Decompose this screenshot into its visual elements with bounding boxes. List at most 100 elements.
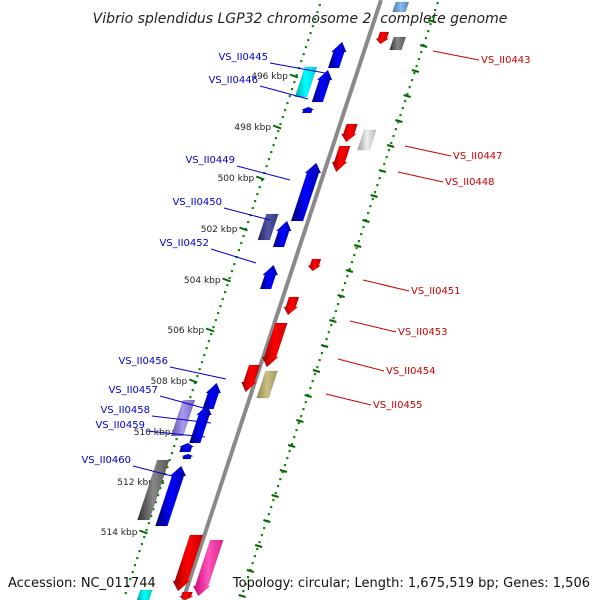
leader-line bbox=[397, 171, 444, 183]
gene-VS_II0445b[interactable] bbox=[294, 66, 318, 98]
gene-VS_II0456[interactable] bbox=[202, 382, 222, 410]
track-dot-outer bbox=[212, 326, 215, 329]
minor-tick bbox=[345, 269, 354, 273]
gene-VS_II0455[interactable] bbox=[256, 370, 278, 399]
track-dot-inner bbox=[244, 583, 247, 586]
track-dot-outer bbox=[170, 452, 174, 455]
gene-label-forward[interactable]: VS_II0446 bbox=[208, 75, 258, 86]
gene-cyan-bottom[interactable] bbox=[136, 589, 153, 600]
track-dot-outer bbox=[198, 368, 201, 371]
kbp-tick bbox=[139, 529, 148, 535]
track-dot-inner bbox=[394, 128, 397, 131]
gene-VS_II0447b[interactable] bbox=[340, 123, 358, 143]
track-dot-inner bbox=[288, 450, 291, 453]
track-dot-outer bbox=[196, 375, 199, 378]
gene-VS_II0450b[interactable] bbox=[257, 213, 279, 241]
track-dot-inner bbox=[424, 37, 427, 40]
track-dot-outer bbox=[270, 151, 273, 154]
leader-line bbox=[432, 50, 480, 61]
track-dot-outer bbox=[214, 319, 217, 322]
gene-VS_II0458[interactable] bbox=[178, 442, 195, 453]
track-dot-inner bbox=[325, 338, 328, 341]
tick-layer: 496 kbp 498 kbp 500 kbp 502 kbp 504 kbp 506 k… bbox=[101, 2, 439, 598]
gene-label-forward[interactable]: VS_II0460 bbox=[81, 455, 131, 466]
gene-VS_II0449[interactable] bbox=[290, 162, 322, 222]
leader-line bbox=[169, 366, 227, 380]
gene-steel-top[interactable] bbox=[392, 1, 410, 13]
track-dot-inner bbox=[367, 212, 370, 215]
track-dot-inner bbox=[274, 492, 277, 495]
gene-VS_II0452[interactable] bbox=[259, 264, 279, 290]
gene-VS_II0445[interactable] bbox=[327, 41, 347, 69]
track-dot-inner bbox=[387, 149, 391, 152]
gene-label-forward[interactable]: VS_II0449 bbox=[185, 155, 235, 166]
track-dot-outer bbox=[265, 165, 268, 168]
track-dot-inner bbox=[332, 317, 335, 320]
track-dot-outer bbox=[281, 116, 284, 119]
track-dot-inner bbox=[290, 443, 294, 446]
gene-label-reverse[interactable]: VS_II0453 bbox=[398, 327, 448, 338]
gene-label-forward[interactable]: VS_II0445 bbox=[218, 52, 268, 63]
track-dot-outer bbox=[302, 53, 305, 56]
track-dot-outer bbox=[260, 179, 264, 182]
leader-line bbox=[210, 248, 257, 264]
gene-VS_II0446[interactable] bbox=[311, 69, 333, 103]
track-dot-inner bbox=[346, 275, 349, 278]
track-dot-outer bbox=[191, 389, 194, 392]
track-dot-inner bbox=[431, 16, 434, 19]
gene-small[interactable] bbox=[301, 106, 315, 114]
track-dot-inner bbox=[330, 324, 333, 327]
track-dot-outer bbox=[147, 522, 150, 525]
gene-label-forward[interactable]: VS_II0450 bbox=[172, 197, 222, 208]
gene-label-reverse[interactable]: VS_II0443 bbox=[481, 55, 531, 66]
gene-VS_II0451[interactable] bbox=[307, 258, 322, 272]
leader-line bbox=[362, 279, 410, 292]
track-dot-outer bbox=[258, 186, 261, 189]
track-dot-inner bbox=[376, 184, 379, 187]
accession-text: Accession: NC_011744 bbox=[8, 576, 156, 591]
gene-red-bottom[interactable] bbox=[178, 591, 194, 600]
gene-label-reverse[interactable]: VS_II0448 bbox=[445, 177, 495, 188]
track-dot-outer bbox=[152, 508, 155, 511]
gene-label-reverse[interactable]: VS_II0451 bbox=[411, 286, 461, 297]
track-dot-inner bbox=[253, 555, 257, 558]
gene-label-reverse[interactable]: VS_II0454 bbox=[386, 366, 436, 377]
gene-VS_II0454[interactable] bbox=[261, 322, 288, 368]
gene-VS_II0448[interactable] bbox=[331, 145, 351, 173]
track-dot-outer bbox=[240, 242, 243, 245]
gene-VS_II0443[interactable] bbox=[375, 31, 390, 45]
gene-VS_II0460b[interactable] bbox=[137, 459, 170, 521]
track-dot-outer bbox=[126, 585, 130, 588]
track-dot-inner bbox=[392, 135, 395, 138]
minor-tick bbox=[238, 594, 246, 598]
track-dot-inner bbox=[272, 499, 275, 502]
gene-VS_II0457b[interactable] bbox=[170, 399, 196, 437]
gene-VS_II0447[interactable] bbox=[357, 129, 377, 151]
gene-label-forward[interactable]: VS_II0456 bbox=[118, 356, 168, 367]
track-dot-inner bbox=[311, 380, 314, 383]
gene-label-reverse[interactable]: VS_II0447 bbox=[453, 151, 503, 162]
genome-summary-text: Topology: circular; Length: 1,675,519 bp… bbox=[232, 576, 590, 591]
track-dot-inner bbox=[385, 156, 388, 159]
kbp-label: 512 kbp bbox=[117, 478, 154, 488]
gene-VS_II0453[interactable] bbox=[283, 296, 300, 316]
track-dot-outer bbox=[230, 270, 234, 273]
gene-gray[interactable] bbox=[389, 36, 407, 51]
gene-red-large[interactable] bbox=[172, 534, 204, 592]
gene-VS_II0457[interactable] bbox=[188, 404, 212, 444]
gene-pink-large[interactable] bbox=[192, 539, 224, 597]
gene-VS_II0450[interactable] bbox=[272, 220, 292, 248]
minor-tick bbox=[386, 144, 395, 148]
gene-VS_II0459[interactable] bbox=[181, 453, 194, 460]
track-dot-outer bbox=[247, 221, 250, 224]
track-dot-inner bbox=[397, 121, 400, 124]
track-dot-outer bbox=[307, 39, 310, 42]
gene-label-forward[interactable]: VS_II0458 bbox=[100, 405, 150, 416]
map-title: Vibrio splendidus LGP32 chromosome 2, co… bbox=[93, 11, 508, 27]
gene-label-forward[interactable]: VS_II0459 bbox=[95, 420, 145, 431]
gene-label-forward[interactable]: VS_II0452 bbox=[159, 238, 209, 249]
track-dot-inner bbox=[373, 191, 377, 194]
gene-label-forward[interactable]: VS_II0457 bbox=[108, 385, 158, 396]
gene-label-reverse[interactable]: VS_II0455 bbox=[373, 400, 423, 411]
gene-VS_II0454b[interactable] bbox=[241, 364, 261, 393]
